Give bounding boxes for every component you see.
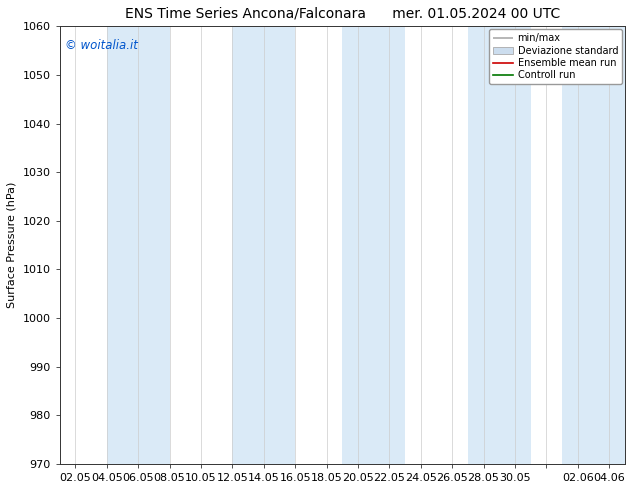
Bar [232,26,295,464]
Title: ENS Time Series Ancona/Falconara      mer. 01.05.2024 00 UTC: ENS Time Series Ancona/Falconara mer. 01… [125,7,560,21]
Text: © woitalia.it: © woitalia.it [65,39,138,52]
Y-axis label: Surface Pressure (hPa): Surface Pressure (hPa) [7,182,17,308]
Legend: min/max, Deviazione standard, Ensemble mean run, Controll run: min/max, Deviazione standard, Ensemble m… [489,29,622,84]
Bar [562,26,625,464]
Bar [107,26,169,464]
Bar [342,26,405,464]
Bar [468,26,531,464]
